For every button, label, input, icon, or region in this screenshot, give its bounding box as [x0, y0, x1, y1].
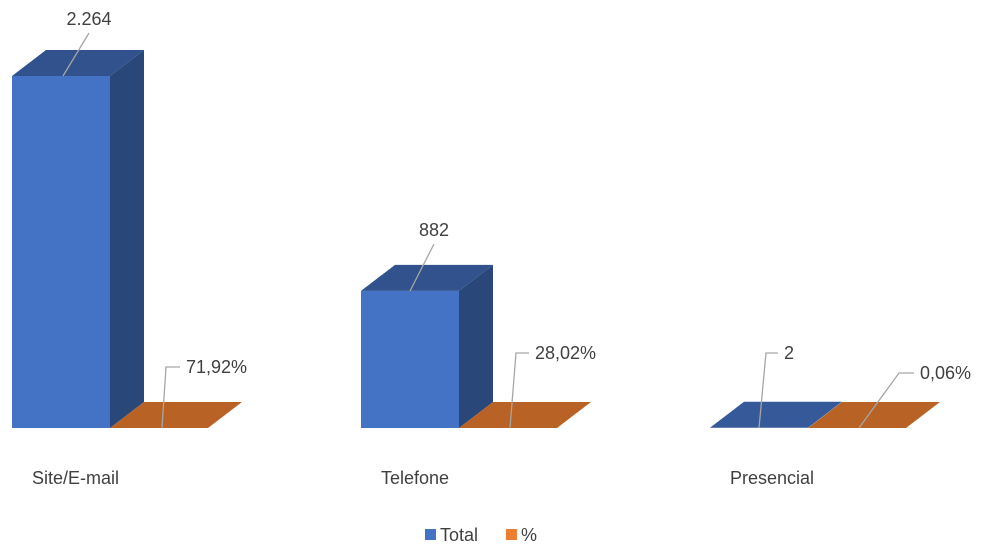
bar-percent-2	[808, 402, 940, 428]
data-labels: 2.264 71,92% 882 28,02% 2 0,06%	[66, 9, 971, 383]
data-label: 882	[419, 220, 449, 240]
leader-lines	[62, 32, 914, 429]
legend-swatch-total	[425, 529, 436, 540]
bars-layer	[12, 50, 940, 428]
bar-total-2	[710, 401, 842, 428]
category-labels: Site/E-mail Telefone Presencial	[32, 468, 814, 488]
bar-top-face	[710, 401, 842, 428]
leader-line	[62, 32, 90, 77]
legend-label-percent: %	[521, 525, 537, 545]
bar-top-face	[110, 402, 242, 428]
bar-total-0	[12, 50, 144, 428]
leader-line	[858, 372, 914, 429]
category-label: Presencial	[730, 468, 814, 488]
bar-top-face	[808, 402, 940, 428]
data-label: 2.264	[66, 9, 111, 29]
bar-top-face	[12, 50, 144, 76]
bar-top-face	[361, 264, 493, 291]
bar-front-face	[12, 76, 110, 428]
data-label: 28,02%	[535, 343, 596, 363]
leader-line	[758, 352, 778, 429]
category-label: Site/E-mail	[32, 468, 119, 488]
legend: Total %	[425, 525, 537, 545]
bar-percent-0	[110, 402, 242, 428]
leader-line	[409, 243, 435, 292]
legend-label-total: Total	[440, 525, 478, 545]
data-label: 2	[784, 343, 794, 363]
bar-front-face	[361, 290, 459, 428]
category-label: Telefone	[381, 468, 449, 488]
bar-top-face	[459, 402, 591, 428]
bar-percent-1	[459, 402, 591, 428]
leader-line	[509, 352, 529, 429]
bar-side-face	[110, 50, 144, 428]
bar-side-face	[459, 264, 493, 428]
legend-swatch-percent	[506, 529, 517, 540]
leader-line	[161, 366, 180, 429]
data-label: 71,92%	[186, 357, 247, 377]
bar-total-1	[361, 264, 493, 428]
data-label: 0,06%	[920, 363, 971, 383]
